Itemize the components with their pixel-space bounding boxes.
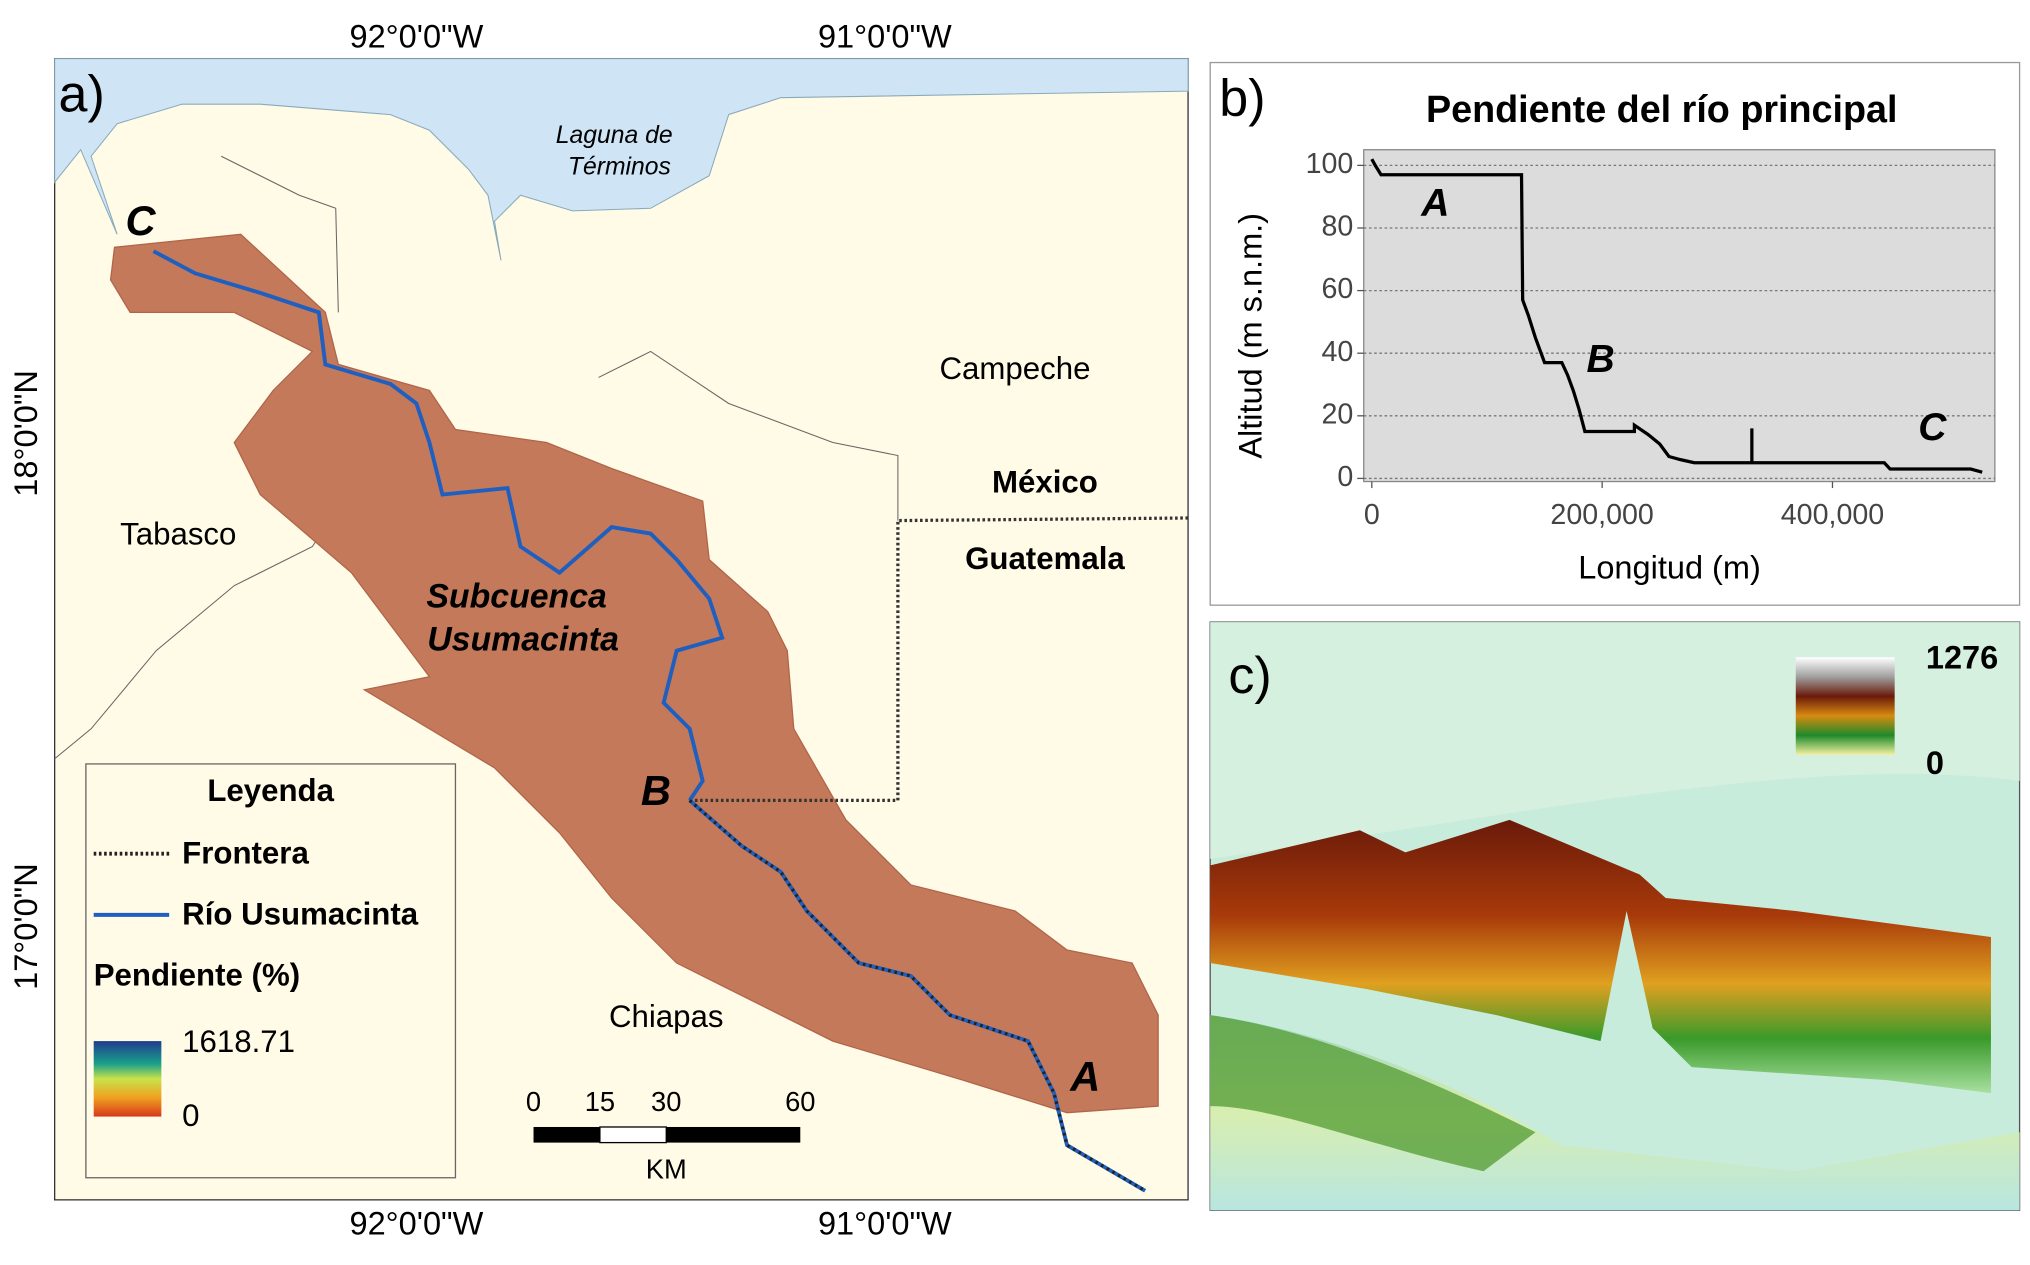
scale-label: 30 bbox=[651, 1086, 681, 1117]
y-tick-label: 100 bbox=[1306, 148, 1354, 180]
terrain-panel: c) 1276 0 bbox=[1209, 621, 2021, 1211]
y-tick-label: 60 bbox=[1322, 273, 1354, 305]
legend-title: Leyenda bbox=[207, 773, 334, 808]
coord-label: 18°0'0"N bbox=[8, 370, 44, 497]
scale-segment bbox=[533, 1126, 600, 1143]
coord-label: 17°0'0"N bbox=[8, 863, 44, 990]
legend-value: 1276 bbox=[1926, 639, 1998, 675]
coord-label: 92°0'0"W bbox=[350, 1205, 484, 1241]
terrain bbox=[1210, 819, 1991, 1094]
coord-label: 91°0'0"W bbox=[818, 1205, 952, 1241]
chart-panel: b) Pendiente del río principal Longitud … bbox=[1209, 61, 2021, 606]
panel-label: a) bbox=[59, 65, 105, 123]
plot-area bbox=[1363, 149, 1996, 483]
color-ramp bbox=[1795, 657, 1895, 755]
legend-value: 1618.71 bbox=[182, 1024, 295, 1059]
sea bbox=[54, 58, 1189, 261]
point-label: A bbox=[1069, 1053, 1100, 1100]
place-label: Campeche bbox=[940, 351, 1091, 386]
data-line bbox=[1370, 158, 1983, 474]
coord-label: 91°0'0"W bbox=[818, 19, 952, 55]
border bbox=[689, 516, 1189, 802]
terrain bbox=[1210, 1015, 1536, 1172]
basin-label: Usumacinta bbox=[427, 621, 619, 659]
panel-label: c) bbox=[1228, 647, 1271, 705]
legend-value: 0 bbox=[182, 1098, 199, 1133]
place-label: Chiapas bbox=[609, 999, 724, 1034]
scale-segment bbox=[666, 1126, 801, 1143]
x-tick-label: 0 bbox=[1364, 499, 1380, 531]
annotation: A bbox=[1420, 182, 1449, 225]
legend-entry: Pendiente (%) bbox=[94, 958, 300, 993]
state-boundary bbox=[54, 155, 899, 760]
panel-label: b) bbox=[1219, 69, 1265, 127]
annotation: B bbox=[1586, 338, 1614, 381]
x-tick-label: 200,000 bbox=[1550, 499, 1653, 531]
x-tick-label: 400,000 bbox=[1781, 499, 1884, 531]
y-tick-label: 80 bbox=[1322, 211, 1354, 243]
legend: Leyenda Frontera Río Usumacinta Pendient… bbox=[85, 763, 457, 1179]
scale-label: 15 bbox=[585, 1086, 615, 1117]
coord-label: 92°0'0"W bbox=[350, 19, 484, 55]
scale-segment bbox=[599, 1126, 667, 1144]
legend-entry: Río Usumacinta bbox=[182, 896, 419, 931]
annotation: C bbox=[1918, 406, 1947, 449]
y-axis-label: Altitud (m s.n.m.) bbox=[1233, 213, 1269, 459]
x-axis-label: Longitud (m) bbox=[1578, 550, 1761, 586]
terrain bbox=[1210, 1015, 2020, 1211]
place-label: México bbox=[992, 464, 1098, 499]
point-label: B bbox=[641, 767, 671, 814]
legend-value: 0 bbox=[1926, 745, 1944, 781]
point-label: C bbox=[126, 197, 157, 244]
place-label: Guatemala bbox=[965, 541, 1125, 576]
basin bbox=[109, 233, 1159, 1114]
river bbox=[152, 249, 725, 802]
scale-unit: KM bbox=[646, 1153, 687, 1184]
place-label: Términos bbox=[568, 153, 671, 180]
y-tick-label: 40 bbox=[1322, 336, 1354, 368]
color-ramp bbox=[93, 1041, 162, 1117]
scale-label: 60 bbox=[785, 1086, 815, 1117]
y-tick-label: 20 bbox=[1322, 398, 1354, 430]
basin-label: Subcuenca bbox=[426, 578, 606, 616]
place-label: Tabasco bbox=[120, 516, 236, 551]
map-panel: a) 92°0'0"W 91°0'0"W 92°0'0"W 91°0'0"W 1… bbox=[8, 19, 1189, 1241]
y-tick-label: 0 bbox=[1337, 461, 1353, 493]
river bbox=[688, 798, 1147, 1193]
place-label: Laguna de bbox=[556, 122, 673, 149]
scale-label: 0 bbox=[526, 1086, 541, 1117]
scale-bar: 0 15 30 60 KM bbox=[526, 1086, 816, 1185]
legend-entry: Frontera bbox=[182, 835, 309, 870]
chart-title: Pendiente del río principal bbox=[1426, 88, 1898, 130]
